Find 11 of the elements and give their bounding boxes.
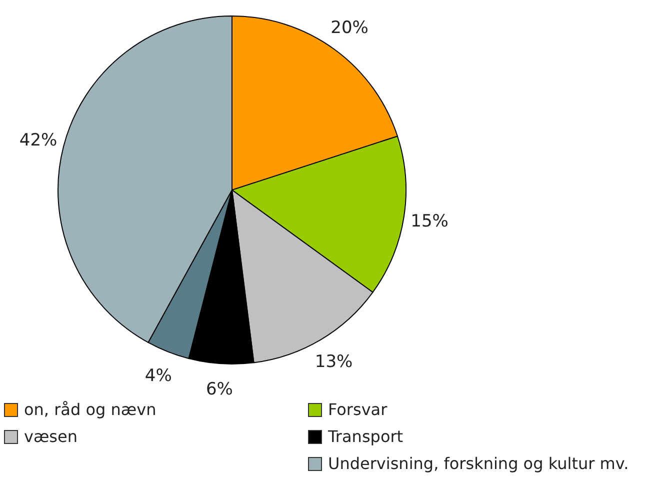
data-label: 13%	[314, 352, 353, 372]
legend-label: væsen	[24, 427, 78, 446]
legend-label: Undervisning, forskning og kultur mv.	[328, 454, 629, 473]
legend-label: on, råd og nævn	[24, 400, 156, 419]
data-label: 15%	[410, 211, 448, 232]
data-label: 42%	[19, 130, 58, 150]
data-label: 4%	[144, 366, 172, 386]
legend-label: Transport	[328, 427, 404, 446]
data-label: 6%	[206, 380, 233, 400]
data-label: 20%	[330, 18, 368, 38]
legend-label: Forsvar	[328, 400, 388, 419]
